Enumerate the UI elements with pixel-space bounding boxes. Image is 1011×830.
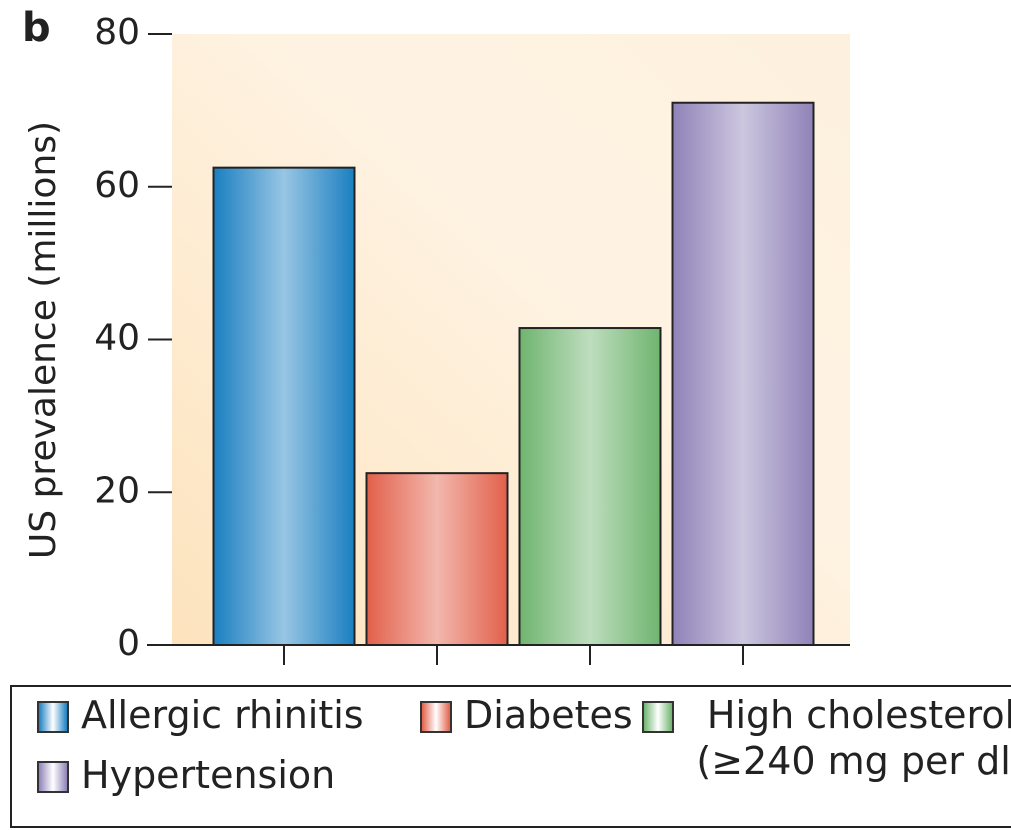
- y-axis-label: US prevalence (millions): [23, 121, 64, 559]
- legend-swatch: [420, 701, 452, 733]
- legend-item: Allergic rhinitis: [37, 692, 364, 738]
- panel-label: b: [22, 5, 51, 51]
- legend-label: Hypertension: [81, 753, 336, 797]
- y-tick-label: 20: [94, 470, 140, 511]
- y-tick-label: 80: [94, 12, 140, 53]
- y-tick-label: 40: [94, 318, 140, 359]
- legend-swatch: [642, 701, 674, 733]
- legend-swatch: [37, 761, 69, 793]
- bar: [365, 472, 509, 646]
- legend-label: High cholesterol (≥240 mg per dl): [696, 693, 1011, 783]
- legend-item: High cholesterol (≥240 mg per dl): [642, 692, 1011, 784]
- bar: [212, 166, 356, 646]
- legend-swatch: [37, 701, 69, 733]
- y-tick-label: 60: [94, 165, 140, 206]
- legend: Allergic rhinitis Diabetes High cholestero…: [10, 685, 1011, 828]
- legend-item: Diabetes: [420, 692, 633, 738]
- bar: [518, 327, 662, 646]
- y-tick-label: 0: [117, 623, 140, 664]
- legend-label: Allergic rhinitis: [81, 693, 364, 737]
- legend-item: Hypertension: [37, 752, 335, 798]
- legend-label: Diabetes: [464, 693, 633, 737]
- bar: [671, 101, 815, 647]
- chart: b US prevalence (millions) 0 20 40 60 80: [22, 5, 850, 665]
